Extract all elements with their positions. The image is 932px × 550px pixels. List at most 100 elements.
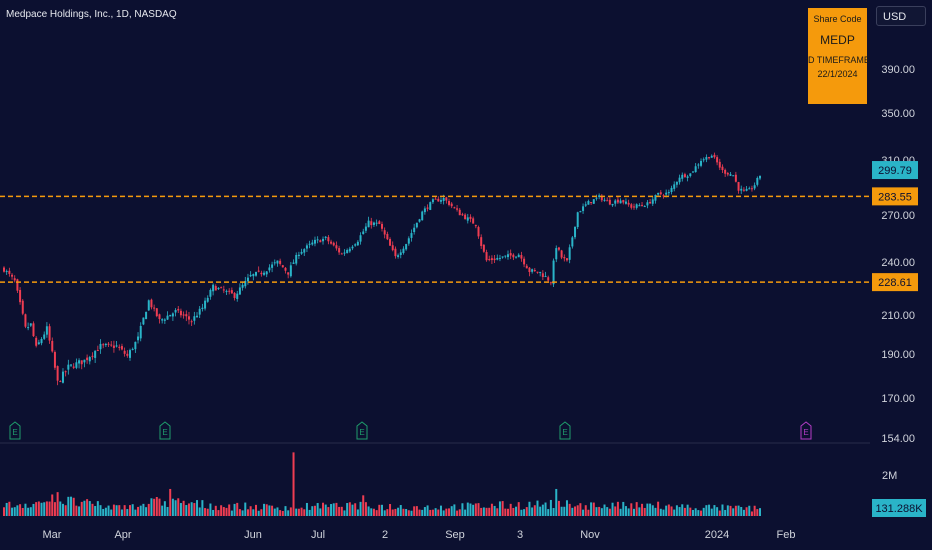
volume-bar — [683, 507, 686, 516]
volume-bar — [445, 508, 448, 516]
volume-bar — [166, 506, 169, 516]
candle-body — [255, 271, 257, 276]
volume-bar — [220, 505, 223, 516]
volume-bar — [375, 510, 378, 516]
volume-bar — [442, 510, 445, 516]
candle-body — [260, 272, 263, 275]
candle-body — [410, 233, 413, 238]
volume-bar — [88, 501, 91, 516]
candle-body — [603, 199, 606, 201]
candle-body — [295, 254, 298, 264]
volume-bar — [474, 503, 477, 516]
candle-body — [343, 252, 346, 254]
volume-bar — [230, 510, 233, 516]
candle-body — [544, 276, 547, 278]
x-tick-label: Feb — [777, 529, 796, 541]
candle-body — [287, 272, 290, 275]
volume-bar — [43, 502, 46, 516]
volume-bar — [391, 509, 394, 516]
volume-bar — [582, 509, 585, 516]
y-tick-label: 270.00 — [881, 210, 915, 222]
volume-bar — [129, 505, 131, 516]
volume-bar — [75, 505, 78, 516]
candle-body — [490, 258, 493, 261]
volume-bar — [330, 504, 333, 516]
candle-body — [155, 308, 158, 317]
volume-bar — [584, 505, 587, 516]
candle-body — [86, 357, 89, 361]
candle-body — [442, 197, 445, 202]
volume-bar — [319, 508, 322, 516]
volume-bar — [461, 503, 464, 516]
candle-body — [367, 220, 370, 228]
candle-body — [437, 198, 440, 202]
candle-body — [147, 300, 150, 311]
candle-body — [284, 267, 287, 271]
volume-bar — [734, 505, 737, 516]
candle-body — [83, 359, 86, 363]
candle-body — [523, 258, 526, 265]
volume-bar — [429, 509, 432, 516]
volume-bar — [552, 508, 555, 516]
volume-bar — [421, 509, 424, 516]
volume-bar — [713, 505, 716, 516]
candle-body — [78, 360, 81, 364]
volume-bar — [544, 502, 547, 516]
volume-bar — [295, 508, 298, 516]
x-tick-label: Sep — [445, 529, 465, 541]
candle-body — [27, 327, 30, 329]
candle-body — [273, 262, 276, 264]
volume-bar — [45, 501, 48, 516]
volume-bar — [665, 505, 668, 516]
candle-body — [579, 211, 582, 213]
volume-bar — [244, 502, 247, 516]
volume-bar — [753, 505, 756, 516]
volume-bar — [359, 501, 362, 516]
candle-body — [439, 200, 442, 202]
volume-bar — [305, 502, 308, 516]
volume-bar — [27, 507, 30, 516]
candle-body — [504, 255, 507, 257]
candle-body — [560, 250, 563, 258]
candle-body — [498, 257, 501, 259]
volume-bar — [488, 507, 491, 516]
candle-body — [472, 218, 475, 224]
volume-bar — [394, 508, 397, 516]
candle-body — [477, 227, 480, 237]
time-axis[interactable]: Mar Apr Jun Jul 2 Sep 3 Nov 2024 Feb — [43, 529, 796, 541]
candle-body — [372, 222, 375, 225]
volume-bar — [630, 503, 633, 516]
volume-bar — [448, 508, 451, 516]
volume-bar — [142, 503, 145, 516]
volume-bar — [185, 505, 188, 516]
volume-bar — [19, 504, 22, 516]
volume-bar — [389, 504, 392, 516]
volume-bar — [694, 508, 697, 516]
volume-bar — [509, 503, 512, 516]
candle-body — [230, 290, 233, 294]
candle-body — [8, 270, 11, 274]
currency-selector[interactable]: USD — [876, 6, 926, 26]
candle-body — [29, 323, 32, 326]
volume-bar — [249, 506, 252, 516]
volume-bar — [102, 508, 105, 516]
candle-body — [209, 289, 212, 297]
level-badge-text: 283.55 — [878, 191, 912, 203]
volume-bar — [450, 506, 453, 516]
candle-body — [330, 241, 333, 244]
volume-bar — [169, 488, 172, 516]
price-axis[interactable]: 154.00170.00190.00210.00240.00270.00310.… — [881, 64, 915, 482]
volume-bar — [263, 503, 266, 516]
candle-body — [678, 177, 681, 183]
candle-body — [584, 204, 587, 206]
volume-bar — [348, 502, 351, 516]
volume-bar — [568, 503, 571, 516]
volume-bar — [150, 498, 153, 516]
volume-bar — [512, 507, 515, 516]
candle-body — [212, 284, 215, 292]
candle-body — [252, 274, 255, 277]
candle-body — [324, 236, 327, 238]
candle-body — [139, 325, 142, 339]
candle-body — [407, 238, 410, 244]
